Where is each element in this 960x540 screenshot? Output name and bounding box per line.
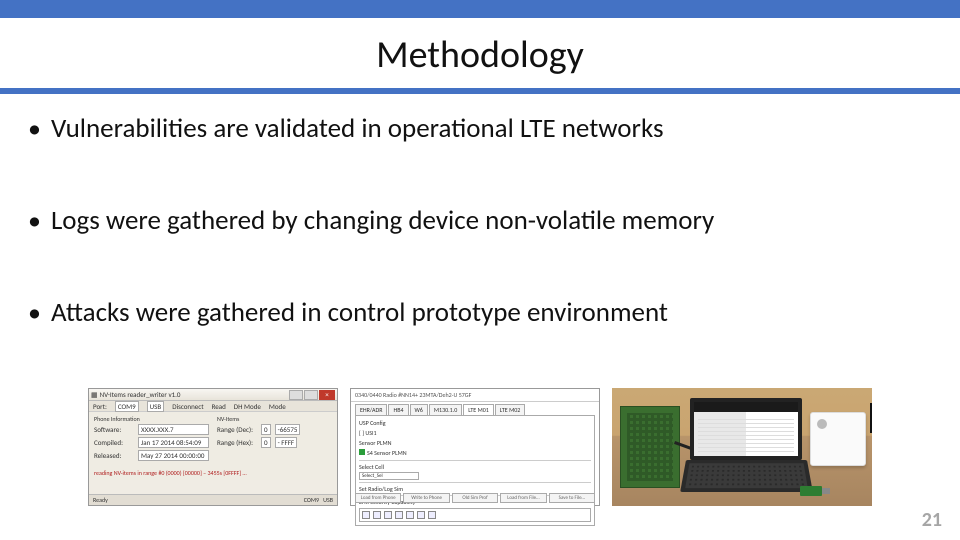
cap-chip[interactable] xyxy=(417,511,425,519)
bullet-item: • Logs were gathered by changing device … xyxy=(28,204,932,238)
cap-chip[interactable] xyxy=(384,511,392,519)
cap-chip[interactable] xyxy=(373,511,381,519)
laptop-icon xyxy=(690,398,802,494)
tab-item[interactable]: M130.1.0 xyxy=(429,404,462,415)
minimize-button[interactable] xyxy=(289,390,303,400)
port-field[interactable]: COM9 xyxy=(115,401,139,412)
status-conn: USB xyxy=(323,496,333,504)
range-hex-from[interactable]: 0 xyxy=(261,437,271,448)
window-title: NV-Items reader_writer v1.0 xyxy=(100,390,181,399)
bullet-item: • Vulnerabilities are validated in opera… xyxy=(28,112,932,146)
bullet-marker: • xyxy=(28,296,41,328)
screenshot-row: ▦ NV-Items reader_writer v1.0 × Port: CO… xyxy=(28,388,932,506)
bottom-button-row: Load from Phone Write to Phone Old Sim P… xyxy=(351,491,599,505)
page-number: 21 xyxy=(922,508,942,532)
load-phone-button[interactable]: Load from Phone xyxy=(355,493,401,503)
header-accent-bar xyxy=(0,0,960,18)
mode-btn[interactable]: Mode xyxy=(269,402,286,411)
usb-dongle-icon xyxy=(800,486,822,496)
phone-info-label: Phone Information xyxy=(94,415,209,423)
title-container: Methodology xyxy=(0,18,960,88)
load-file-button[interactable]: Load from File… xyxy=(500,493,546,503)
sdr-board-icon xyxy=(620,406,680,488)
close-button[interactable]: × xyxy=(319,390,335,400)
bullet-marker: • xyxy=(28,204,41,236)
cfg-checkbox-line[interactable]: [ ] USI1 xyxy=(359,429,591,437)
status-error-line: reading NV-items in range #0 (0000) [000… xyxy=(94,469,332,477)
bullet-item: • Attacks were gathered in control proto… xyxy=(28,296,932,330)
cfg-line: USP Config xyxy=(359,419,591,427)
compiled-value: Jan 17 2014 08:54:09 xyxy=(138,437,209,448)
cap-chip[interactable] xyxy=(362,511,370,519)
range-dec-from[interactable]: 0 xyxy=(261,424,271,435)
read-btn[interactable]: Read xyxy=(212,402,226,411)
status-ready: Ready xyxy=(93,496,108,504)
select-cell-label: Select Cell xyxy=(359,463,384,471)
cfg-line: S4 Sensor PLMN xyxy=(359,449,591,457)
tab-item[interactable]: W6 xyxy=(410,404,428,415)
tab-item[interactable]: LTE M01 xyxy=(463,404,494,415)
range-dec-to[interactable]: -66575 xyxy=(275,424,301,435)
port-label: Port: xyxy=(93,402,107,411)
content-area: • Vulnerabilities are validated in opera… xyxy=(0,94,960,506)
app-icon: ▦ xyxy=(91,390,98,399)
tab-item[interactable]: EHR/ADR xyxy=(355,404,387,415)
maximize-button[interactable] xyxy=(304,390,318,400)
nv-items-label: NV-Items xyxy=(217,415,332,423)
write-phone-button[interactable]: Write to Phone xyxy=(403,493,449,503)
status-port: COM9 xyxy=(304,496,319,504)
range-hex-label: Range (Hex): xyxy=(217,438,257,447)
nv-items-tool-window: ▦ NV-Items reader_writer v1.0 × Port: CO… xyxy=(88,388,338,506)
tab-item[interactable]: LTE M02 xyxy=(495,404,526,415)
sw-label: Software: xyxy=(94,425,134,434)
released-value: May 27 2014 00:00:00 xyxy=(138,450,209,461)
cap-chip[interactable] xyxy=(406,511,414,519)
bullet-marker: • xyxy=(28,112,41,144)
hardware-setup-photo xyxy=(612,388,872,506)
select-cell-value[interactable]: Select_Sel xyxy=(359,472,419,480)
config-header: 0340/0440 Radio #NN14+ 23MTA/Deh2-U 57GF xyxy=(351,389,599,402)
bullet-text: Vulnerabilities are validated in operati… xyxy=(51,112,664,146)
conn-field[interactable]: USB xyxy=(147,401,165,412)
cap-chip[interactable] xyxy=(428,511,436,519)
tool-toolbar: Port: COM9 USB Disconnect Read DH Mode M… xyxy=(89,401,337,412)
window-body: Phone Information Software: XXXX.XXX.7 Co… xyxy=(89,412,337,480)
save-file-button[interactable]: Save to File… xyxy=(549,493,595,503)
range-hex-to[interactable]: - FFFF xyxy=(275,437,298,448)
tab-item[interactable]: HB4 xyxy=(388,404,408,415)
base-station-icon xyxy=(810,412,866,466)
range-dec-label: Range (Dec): xyxy=(217,425,257,434)
disconnect-btn[interactable]: Disconnect xyxy=(172,402,203,411)
bullet-text: Attacks were gathered in control prototy… xyxy=(51,296,668,330)
window-titlebar: ▦ NV-Items reader_writer v1.0 × xyxy=(89,389,337,401)
cap-chip[interactable] xyxy=(395,511,403,519)
compiled-label: Compiled: xyxy=(94,438,134,447)
config-panel: USP Config [ ] USI1 Sensor PLMN S4 Senso… xyxy=(355,415,595,526)
sw-value: XXXX.XXX.7 xyxy=(138,424,209,435)
config-tool-window: 0340/0440 Radio #NN14+ 23MTA/Deh2-U 57GF… xyxy=(350,388,600,506)
dhmode-btn[interactable]: DH Mode xyxy=(234,402,261,411)
released-label: Released: xyxy=(94,451,134,460)
status-bar: Ready COM9 USB xyxy=(89,494,337,505)
cfg-line: Sensor PLMN xyxy=(359,439,591,447)
bullet-text: Logs were gathered by changing device no… xyxy=(51,204,714,238)
tab-strip: EHR/ADR HB4 W6 M130.1.0 LTE M01 LTE M02 xyxy=(351,402,599,415)
slide-title: Methodology xyxy=(0,32,960,78)
status-dot-icon xyxy=(359,449,365,455)
capability-chips xyxy=(359,508,591,522)
old-sim-button[interactable]: Old Sim Prof xyxy=(452,493,498,503)
